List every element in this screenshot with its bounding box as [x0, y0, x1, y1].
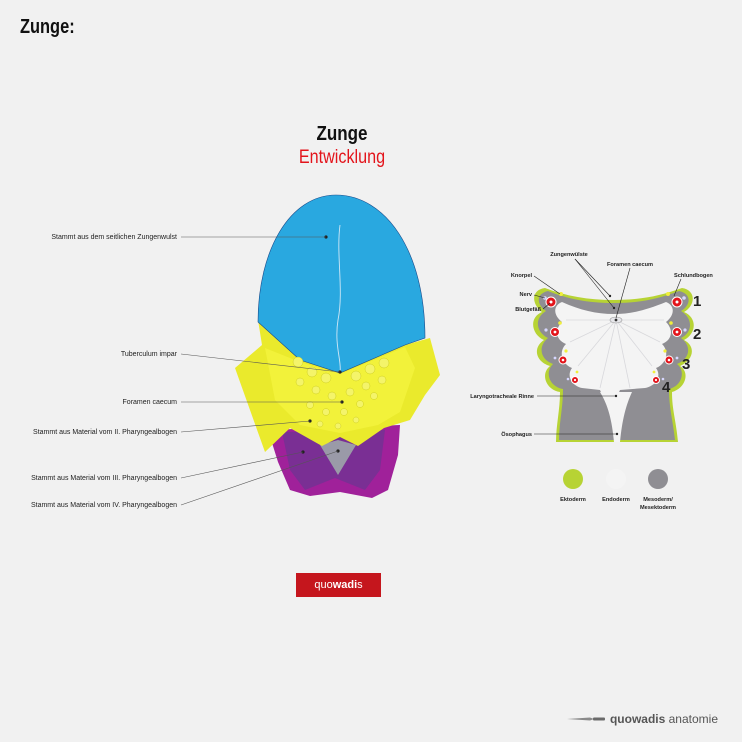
- diagram-subtitle: Entwicklung: [298, 147, 386, 168]
- legend-swatch-mesoderm: [648, 469, 668, 489]
- label-oesophagus: Ösophagus: [501, 431, 532, 438]
- label-tuberculum-impar: Tuberculum impar: [121, 351, 178, 358]
- arch-number-2: 2: [693, 326, 701, 343]
- page-heading: Zunge:: [20, 16, 75, 38]
- label-foramen-caecum: Foramen caecum: [123, 399, 178, 406]
- brand-footer: quowadis anatomie: [566, 712, 718, 726]
- legend-swatch-ektoderm: [563, 469, 583, 489]
- lateral-lingual-swelling: [257, 194, 426, 374]
- tuberculum-bumps: [292, 356, 390, 430]
- arch-number-3: 3: [682, 356, 690, 373]
- left-labels: Stammt aus dem seitlichen Zungenwulst Tu…: [31, 234, 342, 509]
- tuberculum-region: [265, 347, 415, 433]
- label-lateral-swelling: Stammt aus dem seitlichen Zungenwulst: [51, 234, 177, 241]
- legend-label-mesektoderm: Mesektoderm: [640, 505, 676, 511]
- label-arch-2: Stammt aus Material vom II. Pharyngealbo…: [33, 429, 177, 436]
- endoderm-lumen: [555, 302, 673, 412]
- quowadis-logo-button[interactable]: quo wadi s: [296, 573, 381, 597]
- legend-label-mesoderm: Mesoderm/: [643, 497, 673, 503]
- arch-number-1: 1: [693, 293, 701, 310]
- tongue-illustration: [235, 194, 440, 498]
- brand-name: quowadis: [609, 712, 666, 726]
- logo-prefix: quo: [314, 579, 333, 591]
- legend-label-ektoderm: Ektoderm: [560, 497, 586, 503]
- label-nerv: Nerv: [520, 292, 533, 298]
- label-knorpel: Knorpel: [511, 273, 533, 279]
- pharyngeal-arch-section: [533, 258, 694, 442]
- label-laryngotracheale-rinne: Laryngotracheale Rinne: [470, 394, 534, 400]
- label-schlundbogen: Schlundbogen: [674, 273, 713, 279]
- median-sulcus: [336, 224, 341, 373]
- oesophagus-split: [600, 392, 632, 442]
- logo-bold: wadi: [332, 579, 358, 591]
- label-blutgefaess: Blutgefäß: [515, 307, 541, 313]
- right-labels: Zungenwülste Foramen caecum Knorpel Schl…: [470, 252, 713, 438]
- logo-suffix: s: [357, 579, 363, 591]
- diagram-title: Zunge: [316, 123, 368, 145]
- label-arch-4: Stammt aus Material vom IV. Pharyngealbo…: [31, 502, 177, 509]
- scalpel-icon: [566, 717, 605, 721]
- legend-swatch-endoderm: [606, 469, 626, 489]
- legend-label-endoderm: Endoderm: [602, 497, 630, 503]
- label-zungenwuelste: Zungenwülste: [550, 252, 588, 258]
- legend: Ektoderm Endoderm Mesoderm/ Mesektoderm: [560, 469, 676, 511]
- label-foramen-caecum-right: Foramen caecum: [607, 262, 653, 268]
- brand-suffix: anatomie: [665, 712, 718, 726]
- epiglottis-wedge: [320, 440, 356, 475]
- label-arch-3: Stammt aus Material vom III. Pharyngealb…: [31, 475, 177, 482]
- arch-number-4: 4: [662, 379, 671, 396]
